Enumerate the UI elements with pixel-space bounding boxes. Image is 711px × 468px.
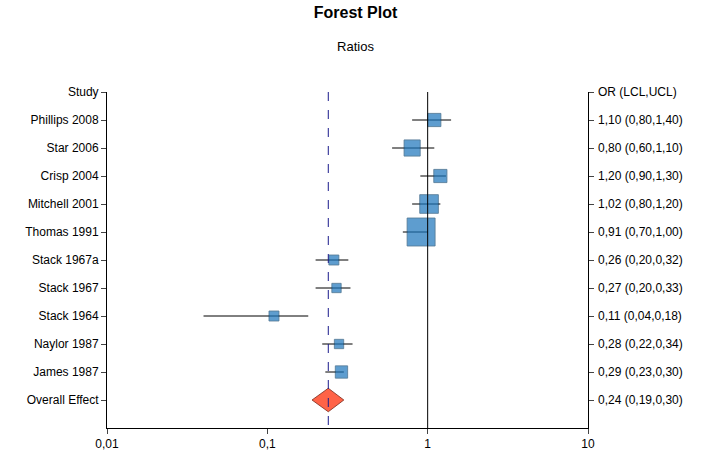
svg-text:Mitchell 2001: Mitchell 2001 xyxy=(28,197,99,211)
svg-text:0,91 (0,70,1,00): 0,91 (0,70,1,00) xyxy=(598,225,683,239)
svg-text:Study: Study xyxy=(68,85,99,99)
svg-text:0,27 (0,20,0,33): 0,27 (0,20,0,33) xyxy=(598,281,683,295)
svg-text:Star 2006: Star 2006 xyxy=(47,141,99,155)
svg-text:10: 10 xyxy=(581,437,595,451)
svg-text:Naylor 1987: Naylor 1987 xyxy=(34,337,99,351)
svg-text:OR (LCL,UCL): OR (LCL,UCL) xyxy=(598,85,677,99)
svg-text:0,24 (0,19,0,30): 0,24 (0,19,0,30) xyxy=(598,393,683,407)
svg-text:Phillips 2008: Phillips 2008 xyxy=(31,113,99,127)
svg-text:James 1987: James 1987 xyxy=(33,365,99,379)
svg-text:1,02 (0,80,1,20): 1,02 (0,80,1,20) xyxy=(598,197,683,211)
svg-text:0,29 (0,23,0,30): 0,29 (0,23,0,30) xyxy=(598,365,683,379)
svg-text:0,28 (0,22,0,34): 0,28 (0,22,0,34) xyxy=(598,337,683,351)
svg-text:Stack 1967: Stack 1967 xyxy=(39,281,99,295)
svg-text:Overall Effect: Overall Effect xyxy=(27,393,99,407)
svg-text:0,01: 0,01 xyxy=(95,437,119,451)
svg-text:1,10 (0,80,1,40): 1,10 (0,80,1,40) xyxy=(598,113,683,127)
svg-text:0,1: 0,1 xyxy=(259,437,276,451)
svg-text:Crisp 2004: Crisp 2004 xyxy=(41,169,99,183)
svg-text:0,11 (0,04,0,18): 0,11 (0,04,0,18) xyxy=(598,309,682,323)
svg-text:Forest Plot: Forest Plot xyxy=(314,4,398,21)
svg-text:0,80 (0,60,1,10): 0,80 (0,60,1,10) xyxy=(598,141,683,155)
svg-text:Stack 1964: Stack 1964 xyxy=(39,309,99,323)
svg-text:1,20 (0,90,1,30): 1,20 (0,90,1,30) xyxy=(598,169,683,183)
svg-text:Ratios: Ratios xyxy=(337,39,374,54)
svg-text:Thomas 1991: Thomas 1991 xyxy=(25,225,99,239)
svg-text:Stack 1967a: Stack 1967a xyxy=(32,253,99,267)
svg-text:1: 1 xyxy=(424,437,431,451)
svg-text:0,26 (0,20,0,32): 0,26 (0,20,0,32) xyxy=(598,253,683,267)
